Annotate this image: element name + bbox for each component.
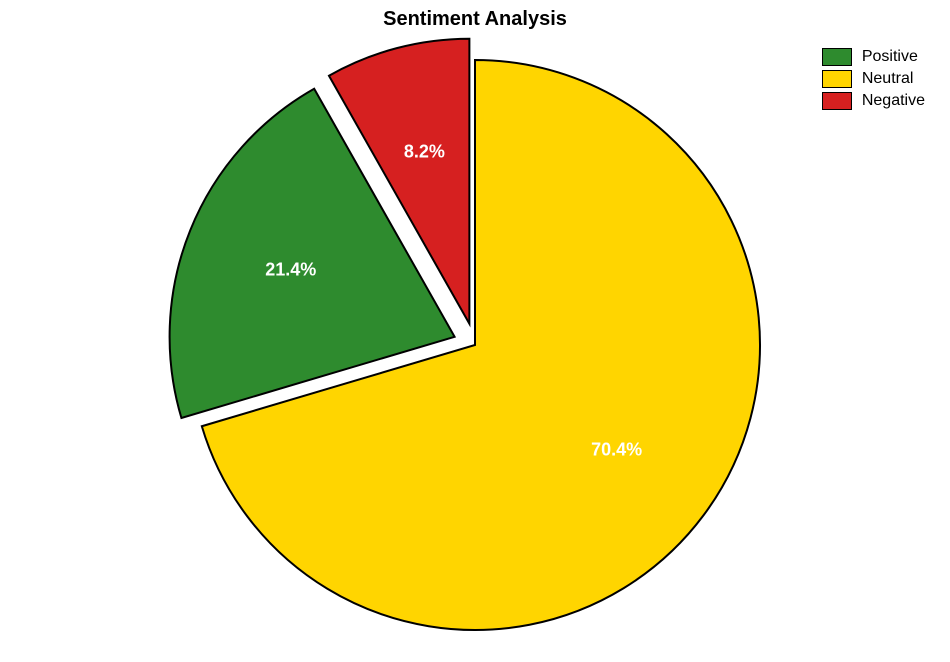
- legend-item-negative: Negative: [822, 92, 925, 110]
- legend: Positive Neutral Negative: [822, 48, 925, 114]
- legend-swatch-positive: [822, 48, 852, 66]
- legend-item-positive: Positive: [822, 48, 925, 66]
- legend-item-neutral: Neutral: [822, 70, 925, 88]
- legend-label-positive: Positive: [862, 48, 918, 66]
- pie-chart-svg: 70.4% 21.4% 8.2%: [0, 0, 950, 662]
- legend-swatch-negative: [822, 92, 852, 110]
- legend-swatch-neutral: [822, 70, 852, 88]
- pie-label-negative: 8.2%: [404, 142, 445, 162]
- chart-container: Sentiment Analysis 70.4%21.4%8.2% Positi…: [0, 0, 950, 662]
- pie-label-positive: 21.4%: [265, 259, 316, 279]
- legend-label-neutral: Neutral: [862, 70, 914, 88]
- pie-label-neutral: 70.4%: [591, 439, 642, 459]
- legend-label-negative: Negative: [862, 92, 925, 110]
